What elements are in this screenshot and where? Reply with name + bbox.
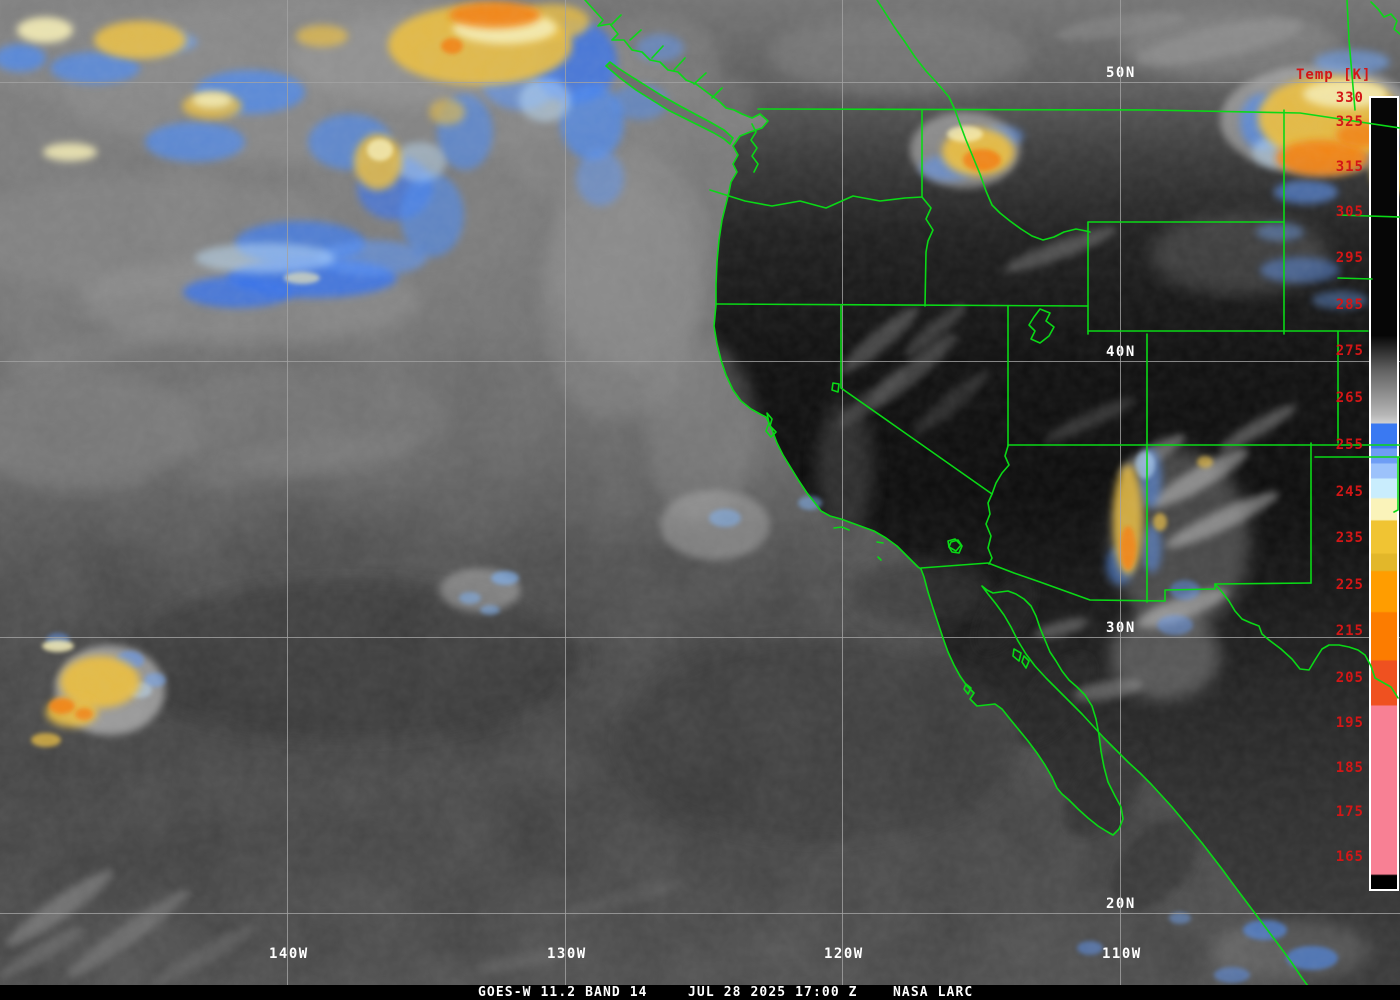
temperature-colorbar — [1369, 96, 1399, 891]
caption-instrument: GOES-W 11.2 BAND 14 — [478, 985, 648, 1000]
latitude-line-30N — [0, 637, 1400, 638]
colorbar-tick-285: 285 — [1335, 297, 1364, 313]
colorbar-tick-205: 205 — [1335, 670, 1364, 686]
colorbar-tick-175: 175 — [1335, 804, 1364, 820]
lake-tahoe-outline — [831, 382, 840, 393]
sf-bay-outline — [765, 412, 777, 438]
right-edge-border-seg-2 — [1337, 277, 1373, 280]
caption-bar: GOES-W 11.2 BAND 14 JUL 28 2025 17:00 Z … — [0, 985, 1400, 1000]
or-id-border-snake-river — [921, 196, 934, 307]
longitude-line-120W — [842, 0, 843, 985]
longitude-label-120W: 120W — [824, 946, 864, 962]
cold-cloud-cyan — [128, 78, 1304, 698]
colorbar-tick-255: 255 — [1335, 437, 1364, 453]
bc-fjord-details — [611, 14, 723, 99]
caption-datetime: JUL 28 2025 17:00 Z — [688, 985, 858, 1000]
longitude-label-130W: 130W — [547, 946, 587, 962]
salton-sea-outline — [948, 539, 963, 554]
ca-nv-border — [840, 305, 993, 495]
nm-tx-border-32n — [1214, 582, 1312, 585]
colorbar-tick-185: 185 — [1335, 760, 1364, 776]
pacific-coastline — [584, 0, 1309, 986]
colorbar-tick-315: 315 — [1335, 159, 1364, 175]
puget-sound-outline — [750, 123, 759, 173]
caption-credit: NASA LARC — [893, 985, 974, 1000]
gulf-islands — [963, 648, 1030, 695]
great-salt-lake-outline — [1028, 308, 1055, 344]
regional-shading — [0, 10, 1340, 840]
latitude-label-50N: 50N — [1106, 65, 1136, 81]
id-mt-border — [954, 109, 1091, 241]
latitude-label-20N: 20N — [1106, 896, 1136, 912]
latitude-label-30N: 30N — [1106, 620, 1136, 636]
latitude-line-40N — [0, 361, 1400, 362]
longitude-line-140W — [287, 0, 288, 985]
cold-cloud-pale-yellow — [17, 12, 1387, 652]
border-42n — [715, 303, 1089, 307]
colorbar-tick-215: 215 — [1335, 623, 1364, 639]
colorbar-title: Temp [K] — [1296, 67, 1372, 83]
colorbar-tick-225: 225 — [1335, 577, 1364, 593]
cirrus-streaks — [0, 11, 1370, 986]
longitude-label-110W: 110W — [1102, 946, 1142, 962]
catalina-island-outline — [947, 538, 962, 552]
longitude-line-130W — [565, 0, 566, 985]
colorbar-tick-265: 265 — [1335, 390, 1364, 406]
channel-islands — [833, 526, 884, 561]
bc-alberta-border — [876, 0, 956, 111]
colorbar-tick-165: 165 — [1335, 849, 1364, 865]
cold-cloud-orange — [49, 2, 1388, 720]
alberta-saskatchewan-border — [1346, 0, 1356, 111]
vancouver-island-outline — [605, 61, 734, 145]
colorbar-tick-275: 275 — [1335, 343, 1364, 359]
colorbar-tick-295: 295 — [1335, 250, 1364, 266]
us-canada-border — [757, 108, 1400, 129]
colorbar-tick-325: 325 — [1335, 114, 1364, 130]
latitude-line-20N — [0, 913, 1400, 914]
colorbar-tick-245: 245 — [1335, 484, 1364, 500]
longitude-label-140W: 140W — [269, 946, 309, 962]
us-mexico-border — [920, 562, 1216, 602]
longitude-line-110W — [1120, 0, 1121, 985]
colorbar-tick-195: 195 — [1335, 715, 1364, 731]
latitude-line-50N — [0, 82, 1400, 83]
landmass — [585, 0, 1400, 986]
colorbar-tick-305: 305 — [1335, 204, 1364, 220]
wa-or-border-columbia-river — [709, 189, 923, 209]
colorbar-tick-330: 330 — [1335, 90, 1364, 106]
cloud-gray-masses — [0, 0, 1400, 735]
colorbar-tick-235: 235 — [1335, 530, 1364, 546]
latitude-label-40N: 40N — [1106, 344, 1136, 360]
nv-az-colorado-river — [985, 445, 1010, 565]
canada-lake-squiggle — [1370, 1, 1400, 35]
cold-cloud-gold — [31, 4, 1400, 747]
cold-cloud-blue — [0, 20, 1390, 983]
